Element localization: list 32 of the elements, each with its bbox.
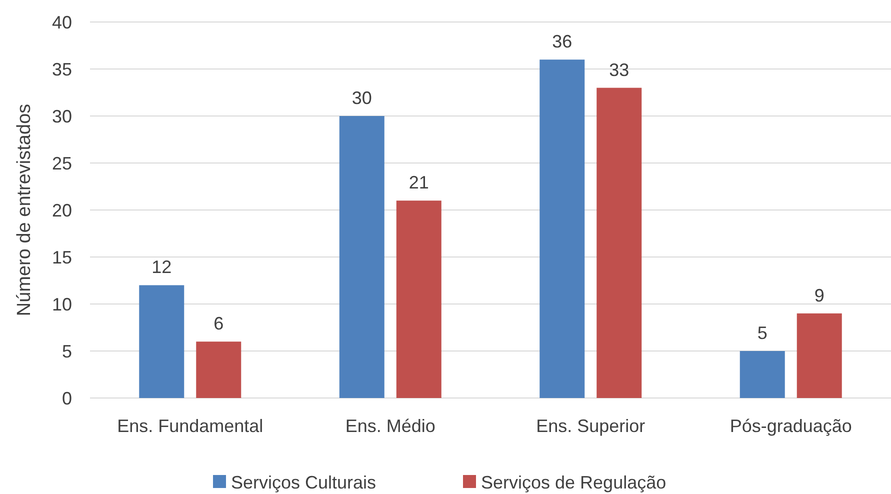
x-tick-label: Pós-graduação <box>730 416 852 436</box>
bar <box>396 200 442 398</box>
bar <box>540 60 585 398</box>
bar <box>196 342 242 398</box>
y-tick-label: 20 <box>52 200 72 220</box>
y-axis-title: Número de entrevistados <box>14 104 35 316</box>
x-tick-label: Ens. Superior <box>536 416 646 436</box>
y-tick-label: 35 <box>52 59 72 80</box>
bar <box>796 313 842 398</box>
bar <box>339 116 384 398</box>
y-tick-label: 10 <box>52 294 72 314</box>
legend-label: Serviços Culturais <box>231 472 376 492</box>
data-label: 36 <box>552 32 572 52</box>
y-tick-label: 0 <box>62 388 72 408</box>
data-label: 6 <box>214 314 224 334</box>
bar <box>596 88 642 398</box>
data-label: 21 <box>408 172 429 193</box>
y-tick-label: 30 <box>52 106 72 126</box>
data-label: 9 <box>814 285 824 306</box>
y-tick-label: 25 <box>52 153 72 174</box>
data-label: 5 <box>757 323 768 343</box>
data-label: 30 <box>352 88 372 108</box>
x-tick-label: Ens. Fundamental <box>117 416 264 436</box>
y-tick-label: 5 <box>62 341 72 362</box>
bar <box>139 285 184 398</box>
data-label: 12 <box>152 257 172 278</box>
x-tick-label: Ens. Médio <box>345 416 436 436</box>
y-tick-label: 40 <box>52 12 72 32</box>
data-label: 33 <box>609 60 630 80</box>
legend-label: Serviços de Regulação <box>481 472 666 492</box>
y-tick-label: 15 <box>52 247 72 268</box>
bar <box>740 351 785 398</box>
